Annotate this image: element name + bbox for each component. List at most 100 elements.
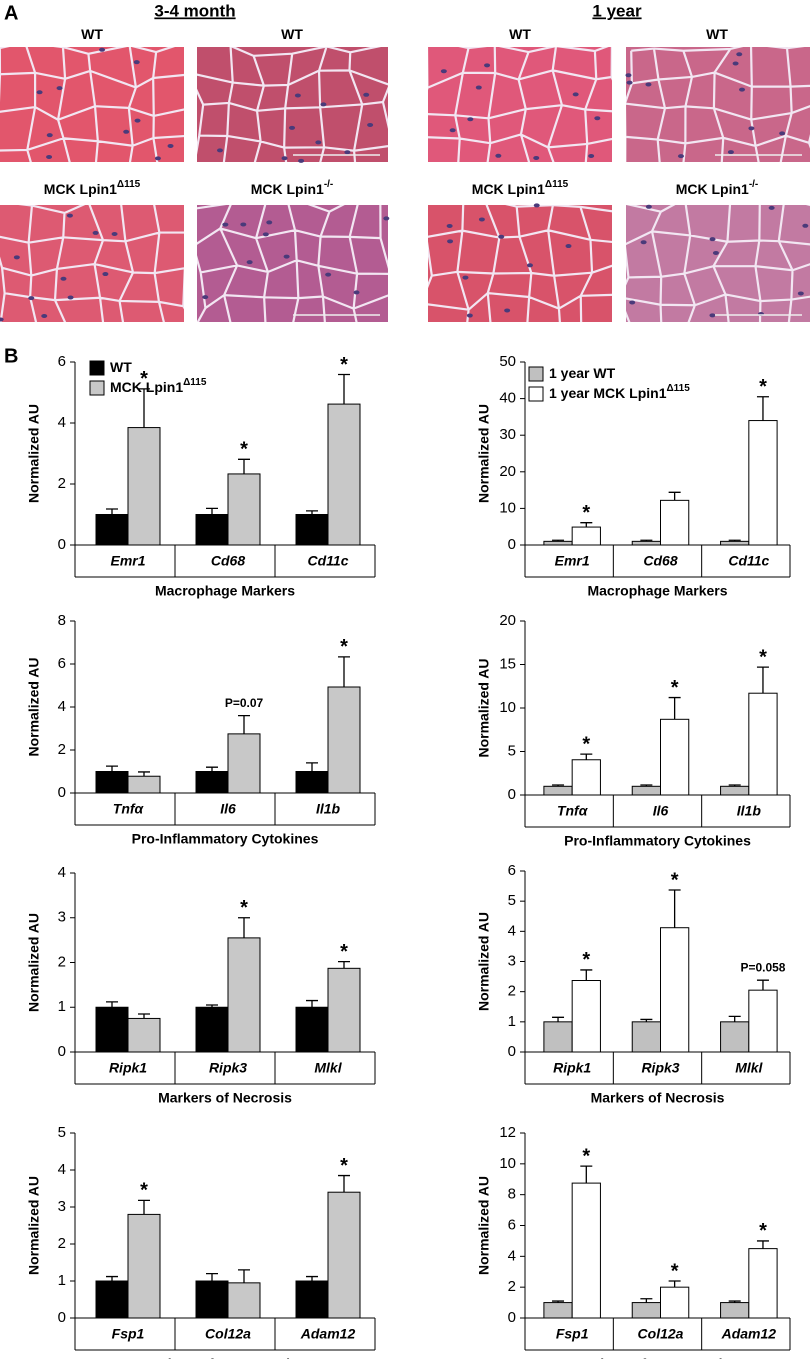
error-bar xyxy=(238,458,250,474)
cell-borders xyxy=(197,47,388,162)
label: WT xyxy=(81,26,103,42)
significance-label: * xyxy=(340,636,348,658)
significance-label: P=0.07 xyxy=(225,696,264,710)
nucleus xyxy=(709,313,716,318)
bar xyxy=(195,514,229,546)
error-bar xyxy=(338,1174,350,1193)
error-bar xyxy=(756,979,769,991)
nucleus xyxy=(625,73,632,78)
x-tick-label: Ripk3 xyxy=(209,1060,247,1076)
cell-borders xyxy=(197,205,388,322)
nucleus xyxy=(325,272,332,277)
error-bar xyxy=(106,1275,118,1281)
y-tick-label: 0 xyxy=(58,784,66,801)
significance-label: * xyxy=(671,1260,679,1282)
nucleus xyxy=(320,102,327,107)
bar xyxy=(571,759,601,796)
error-bar xyxy=(552,1300,565,1303)
y-tick-label: 0 xyxy=(508,536,516,553)
x-axis-label: Markers of Necrosis xyxy=(158,1090,292,1106)
nucleus xyxy=(363,92,370,97)
nucleus xyxy=(133,60,140,65)
error-bar xyxy=(756,666,769,694)
bar xyxy=(660,927,690,1053)
nucleus xyxy=(802,223,809,228)
error-bar xyxy=(206,507,218,515)
significance-label: * xyxy=(340,941,348,963)
x-tick-label: Fsp1 xyxy=(556,1326,589,1342)
x-tick-label: Il6 xyxy=(653,803,669,819)
panel-label: B xyxy=(4,345,18,367)
error-bar xyxy=(552,539,565,542)
label: MCK Lpin1Δ115 xyxy=(110,377,207,395)
label-text: WT xyxy=(509,26,531,42)
bar xyxy=(95,1280,129,1319)
nucleus xyxy=(202,295,209,300)
bar xyxy=(295,514,329,546)
nucleus xyxy=(626,80,633,85)
y-tick-label: 10 xyxy=(499,699,516,716)
x-axis-label: Markers of Necrosis xyxy=(591,1090,725,1106)
y-tick-label: 5 xyxy=(508,742,516,759)
label: 1 year MCK Lpin1Δ115 xyxy=(549,383,690,401)
nucleus xyxy=(748,126,755,131)
x-axis-label: Markers of Regeneration xyxy=(143,1356,307,1359)
nucleus xyxy=(36,90,43,95)
nucleus xyxy=(99,47,106,52)
x-tick-label: Tnfα xyxy=(557,803,589,819)
bar xyxy=(295,1006,329,1053)
bar xyxy=(95,771,129,794)
x-tick-label: Cd11c xyxy=(728,553,769,569)
x-tick-label: Adam12 xyxy=(300,1326,356,1342)
y-axis-label: Normalized AU xyxy=(26,1176,42,1275)
x-tick-label: Ripk1 xyxy=(553,1060,591,1076)
nucleus xyxy=(462,275,469,280)
legend-swatch xyxy=(528,366,544,382)
nucleus xyxy=(283,254,290,259)
x-tick-label: Tnfα xyxy=(113,801,145,817)
x-axis-label: Markers of Regeneration xyxy=(575,1356,739,1359)
significance-label: * xyxy=(240,439,248,461)
bar xyxy=(227,473,261,546)
y-tick-label: 10 xyxy=(499,499,516,516)
y-tick-label: 4 xyxy=(508,1247,516,1264)
nucleus xyxy=(645,204,652,209)
nucleus xyxy=(60,276,67,281)
significance-label: * xyxy=(582,733,590,755)
error-bar xyxy=(138,388,150,428)
y-tick-label: 20 xyxy=(499,612,516,629)
label-text: WT xyxy=(706,26,728,42)
y-tick-label: 2 xyxy=(58,1235,66,1252)
nucleus xyxy=(533,155,540,160)
x-tick-label: Ripk3 xyxy=(641,1060,679,1076)
x-tick-label: Mlkl xyxy=(314,1060,342,1076)
nucleus xyxy=(266,220,273,225)
nucleus xyxy=(246,260,253,265)
bar xyxy=(327,403,361,546)
significance-label: * xyxy=(582,949,590,971)
nucleus xyxy=(588,154,595,159)
nucleus xyxy=(565,244,572,249)
nucleus xyxy=(134,118,141,123)
error-bar xyxy=(238,917,250,938)
bar xyxy=(571,980,601,1053)
bar xyxy=(95,1006,129,1053)
bar xyxy=(543,540,573,546)
nucleus xyxy=(533,203,540,208)
nucleus xyxy=(732,61,739,66)
significance-label: * xyxy=(759,376,767,398)
label-text: WT xyxy=(110,359,132,375)
x-tick-label: Il1b xyxy=(737,803,762,819)
bar xyxy=(660,718,690,796)
label-text: 1 year MCK Lpin1 xyxy=(549,385,667,401)
error-bar xyxy=(728,1015,741,1022)
nucleus xyxy=(92,230,99,235)
y-axis-label: Normalized AU xyxy=(476,404,492,503)
y-tick-label: 0 xyxy=(58,536,66,553)
y-tick-label: 3 xyxy=(58,1198,66,1215)
label-text: MCK Lpin1 xyxy=(44,181,117,197)
x-axis-label: Macrophage Markers xyxy=(155,583,295,599)
error-bar xyxy=(552,784,565,787)
nucleus xyxy=(727,150,734,155)
